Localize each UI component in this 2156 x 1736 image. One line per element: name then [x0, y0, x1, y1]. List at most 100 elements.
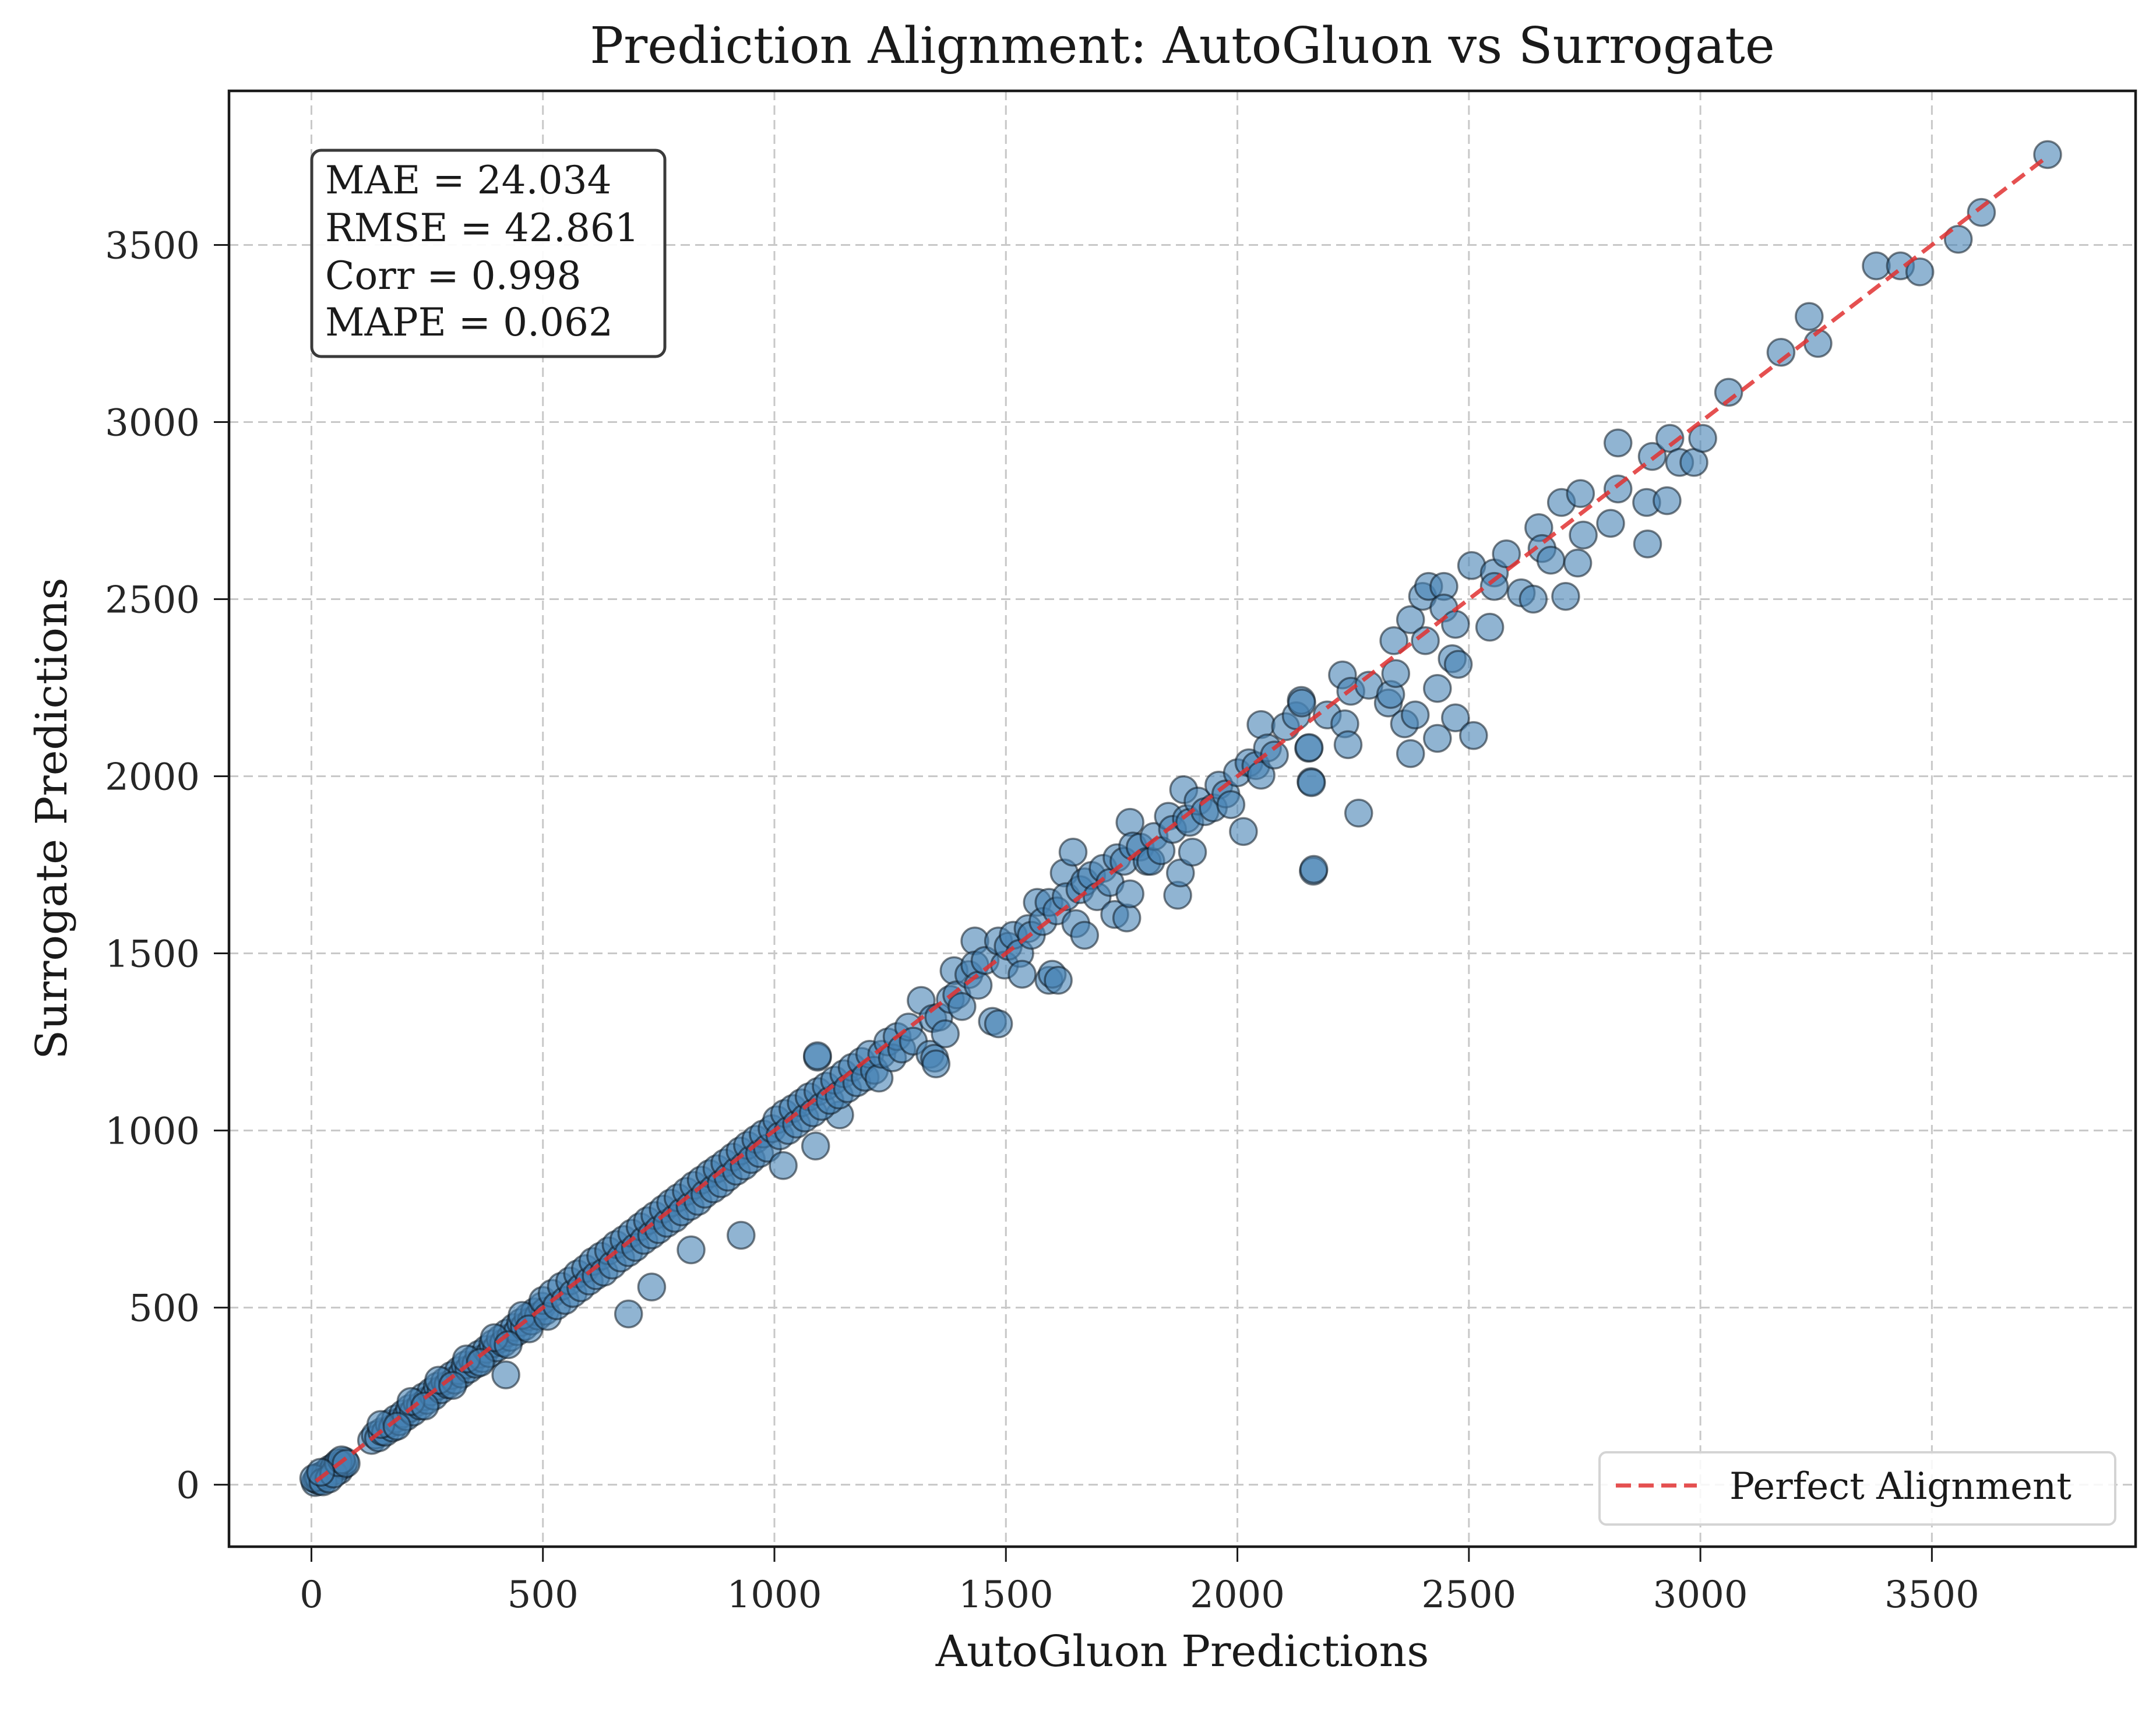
data-point: [801, 1131, 830, 1161]
data-point: [1862, 251, 1891, 281]
data-point: [1294, 733, 1324, 763]
x-axis-label: AutoGluon Predictions: [935, 1626, 1429, 1677]
data-point: [984, 1009, 1013, 1039]
y-tick-label: 3500: [105, 224, 200, 267]
data-point: [382, 1412, 412, 1441]
data-point: [1633, 529, 1662, 559]
data-point: [614, 1299, 643, 1329]
data-point: [1423, 724, 1452, 753]
data-point: [1603, 428, 1633, 458]
data-point: [1443, 650, 1473, 679]
data-point: [1287, 688, 1316, 718]
data-point: [1492, 539, 1521, 569]
data-point: [1229, 817, 1258, 846]
stats-box-frame: [310, 149, 667, 358]
data-point: [1115, 807, 1144, 837]
data-point: [1563, 548, 1593, 578]
data-point: [306, 1458, 336, 1487]
stat-corr: Corr = 0.998: [325, 253, 582, 298]
x-axis-ticks: 0 500 1000 1500 2000 2500 3000 3500: [300, 1547, 1979, 1617]
x-tick-label: 0: [300, 1573, 323, 1617]
data-point: [1653, 486, 1682, 516]
y-axis-label: Surrogate Predictions: [27, 577, 77, 1059]
data-point: [769, 1151, 798, 1180]
data-point: [1536, 545, 1566, 575]
stat-mae: MAE = 24.034: [325, 158, 612, 203]
data-point: [1943, 225, 1973, 254]
y-tick-label: 2500: [105, 579, 200, 622]
data-point: [1479, 571, 1509, 601]
data-point: [1551, 581, 1580, 611]
plot-frame: [227, 89, 2137, 1548]
data-point: [1178, 837, 1207, 867]
data-point: [1475, 612, 1505, 642]
data-point: [1967, 197, 1996, 227]
x-tick-label: 1500: [959, 1573, 1054, 1617]
y-gridlines: [229, 244, 2136, 1486]
data-point: [1795, 302, 1824, 331]
y-tick-label: 1000: [105, 1110, 200, 1153]
data-point: [1596, 509, 1625, 538]
data-point: [1333, 730, 1363, 760]
data-point: [1379, 626, 1408, 655]
data-point: [1058, 837, 1088, 867]
data-point: [332, 1449, 361, 1478]
data-point: [1260, 740, 1289, 770]
data-point: [1112, 903, 1142, 933]
x-tick-label: 3500: [1884, 1573, 1979, 1617]
y-tick-label: 500: [129, 1287, 200, 1331]
data-point: [1411, 626, 1440, 655]
y-axis-ticks: 0 500 1000 1500 2000 2500 3000 3500: [105, 224, 229, 1508]
data-point: [1714, 377, 1743, 407]
x-tick-label: 1000: [727, 1573, 822, 1617]
y-tick-label: 1500: [105, 933, 200, 976]
data-point: [1396, 739, 1425, 768]
legend-frame: [1598, 1451, 2116, 1526]
data-point: [1441, 703, 1470, 732]
data-point: [1297, 768, 1326, 798]
data-point: [1766, 337, 1796, 367]
data-point: [1216, 790, 1246, 819]
data-point: [947, 992, 977, 1021]
data-point: [1007, 959, 1037, 989]
x-tick-label: 3000: [1653, 1573, 1748, 1617]
data-point: [677, 1235, 706, 1265]
data-point: [803, 1041, 832, 1071]
data-point: [438, 1371, 467, 1400]
stat-rmse: RMSE = 42.861: [325, 206, 639, 250]
chart-title: Prediction Alignment: AutoGluon vs Surro…: [590, 17, 1774, 75]
data-point: [1519, 584, 1548, 614]
data-point: [1569, 520, 1598, 550]
legend: Perfect Alignment: [1598, 1451, 2116, 1526]
data-point: [1044, 966, 1073, 995]
data-point: [491, 1360, 520, 1389]
data-point: [727, 1220, 756, 1250]
legend-label: Perfect Alignment: [1729, 1465, 2072, 1508]
data-point: [1246, 760, 1276, 790]
data-point: [931, 1019, 960, 1049]
y-tick-label: 3000: [105, 402, 200, 445]
data-point: [637, 1272, 667, 1302]
data-point: [1423, 673, 1452, 703]
x-tick-label: 2000: [1190, 1573, 1285, 1617]
data-point: [1299, 855, 1329, 884]
data-point: [1344, 799, 1373, 828]
data-point: [1070, 920, 1100, 950]
data-point: [1688, 424, 1717, 453]
data-point: [466, 1348, 495, 1377]
data-point: [1459, 721, 1488, 750]
data-point: [1655, 424, 1685, 453]
y-tick-label: 0: [176, 1465, 200, 1508]
x-tick-label: 2500: [1421, 1573, 1516, 1617]
data-point: [921, 1049, 951, 1079]
stats-box: MAE = 24.034 RMSE = 42.861 Corr = 0.998 …: [310, 149, 667, 358]
x-tick-label: 500: [508, 1573, 579, 1617]
data-point: [1566, 479, 1595, 509]
y-tick-label: 2000: [105, 756, 200, 799]
data-point: [1396, 605, 1425, 634]
data-point: [1115, 879, 1144, 909]
data-point: [1400, 700, 1430, 730]
data-point: [1905, 257, 1935, 287]
data-point: [1381, 659, 1411, 688]
